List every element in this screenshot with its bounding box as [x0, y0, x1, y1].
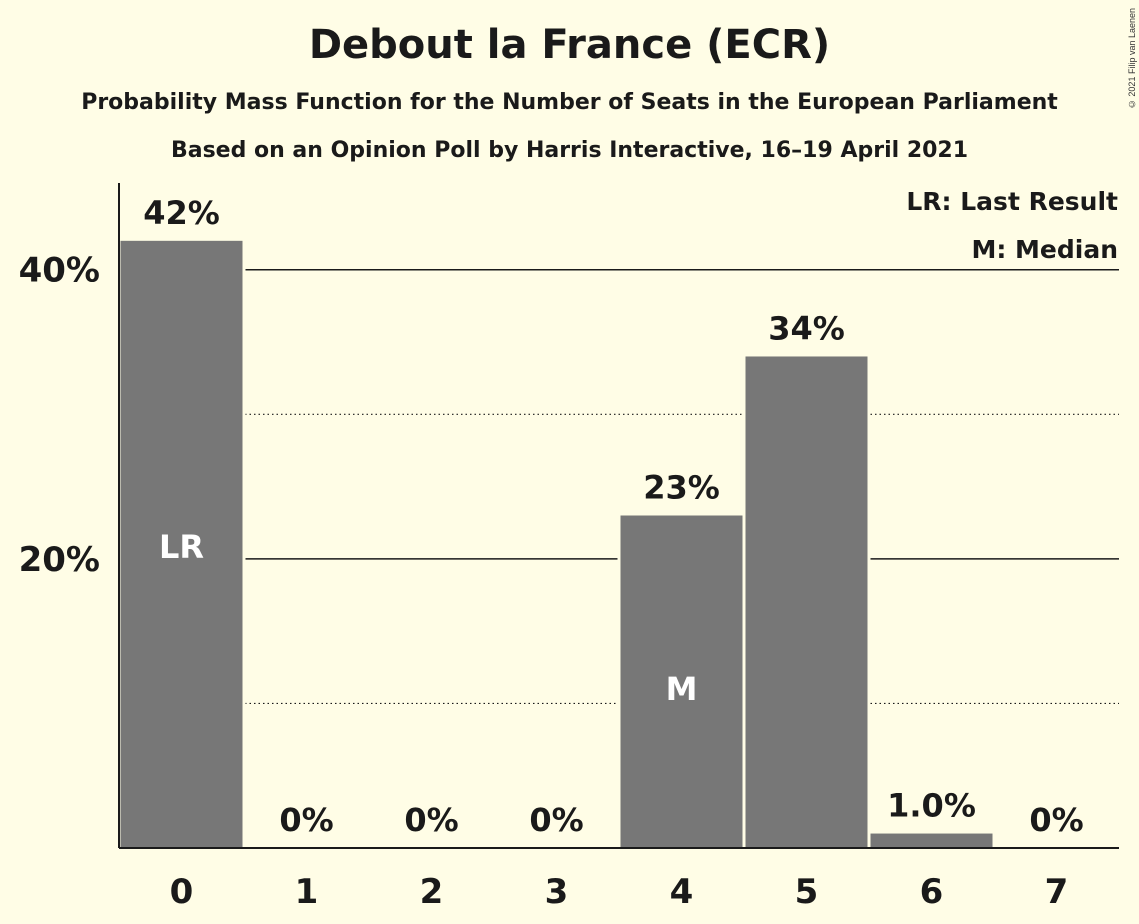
bar-value-label: 23% — [643, 469, 720, 507]
bar-value-label: 1.0% — [887, 787, 976, 825]
chart-source-note: Based on an Opinion Poll by Harris Inter… — [170, 138, 969, 163]
x-tick-label: 4 — [670, 872, 694, 912]
bar — [745, 356, 868, 848]
x-tick-label: 1 — [295, 872, 319, 912]
chart-subtitle: Probability Mass Function for the Number… — [81, 90, 1058, 115]
legend-entry: M: Median — [971, 235, 1118, 264]
bar-marker-label: M — [666, 670, 698, 708]
x-tick-label: 6 — [920, 872, 944, 912]
bar-value-label: 0% — [529, 801, 583, 839]
y-tick-label: 40% — [19, 251, 100, 291]
x-tick-label: 5 — [795, 872, 819, 912]
legend-entry: LR: Last Result — [906, 187, 1118, 216]
bar-value-label: 0% — [279, 801, 333, 839]
x-tick-label: 3 — [545, 872, 569, 912]
bar-marker-label: LR — [159, 528, 204, 566]
bar — [620, 515, 743, 848]
chart-title: Debout la France (ECR) — [308, 22, 831, 68]
bar-value-label: 34% — [768, 309, 845, 347]
bar-value-label: 0% — [1029, 801, 1083, 839]
bar — [870, 833, 993, 848]
bar-value-label: 42% — [143, 194, 220, 232]
y-tick-label: 20% — [19, 540, 100, 580]
bar-value-label: 0% — [404, 801, 458, 839]
x-tick-label: 7 — [1045, 872, 1069, 912]
x-tick-label: 0 — [170, 872, 194, 912]
x-tick-label: 2 — [420, 872, 444, 912]
bar — [120, 240, 243, 849]
